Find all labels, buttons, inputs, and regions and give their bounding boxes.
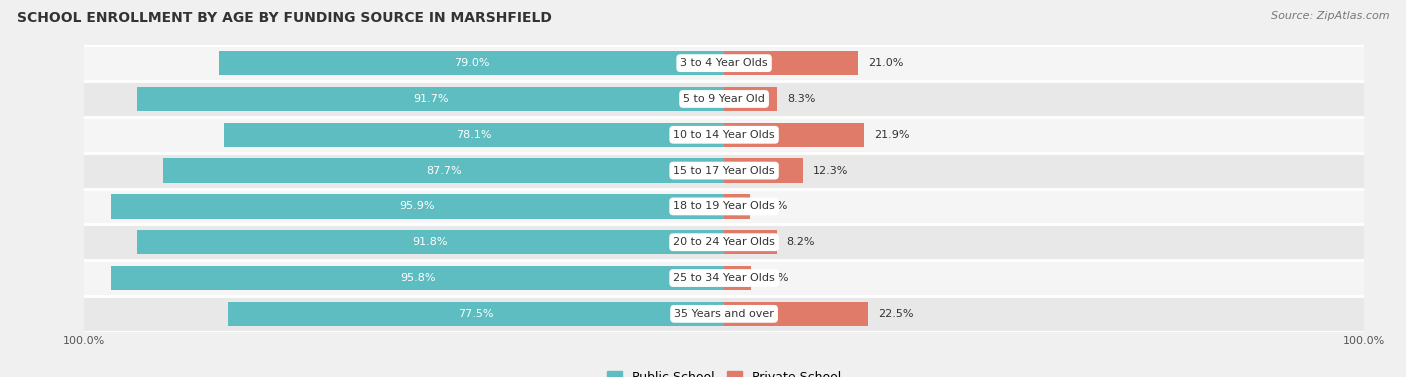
Text: 12.3%: 12.3%: [813, 166, 848, 176]
Text: SCHOOL ENROLLMENT BY AGE BY FUNDING SOURCE IN MARSHFIELD: SCHOOL ENROLLMENT BY AGE BY FUNDING SOUR…: [17, 11, 551, 25]
Text: 8.2%: 8.2%: [786, 237, 814, 247]
Bar: [228, 302, 724, 326]
Text: 78.1%: 78.1%: [457, 130, 492, 140]
Bar: [84, 45, 1364, 81]
Bar: [84, 81, 1364, 117]
Bar: [84, 224, 1364, 260]
Bar: [724, 266, 751, 290]
Bar: [84, 153, 1364, 188]
Bar: [724, 194, 751, 219]
Bar: [225, 123, 724, 147]
Text: 87.7%: 87.7%: [426, 166, 461, 176]
Bar: [724, 302, 868, 326]
Text: 95.8%: 95.8%: [399, 273, 436, 283]
Text: 91.8%: 91.8%: [413, 237, 449, 247]
Bar: [163, 158, 724, 183]
Bar: [724, 87, 778, 111]
Text: 35 Years and over: 35 Years and over: [673, 309, 775, 319]
Text: Source: ZipAtlas.com: Source: ZipAtlas.com: [1271, 11, 1389, 21]
Text: 95.9%: 95.9%: [399, 201, 434, 211]
Text: 5 to 9 Year Old: 5 to 9 Year Old: [683, 94, 765, 104]
Text: 4.2%: 4.2%: [761, 273, 789, 283]
Text: 77.5%: 77.5%: [458, 309, 494, 319]
Text: 4.1%: 4.1%: [759, 201, 789, 211]
Text: 25 to 34 Year Olds: 25 to 34 Year Olds: [673, 273, 775, 283]
Text: 79.0%: 79.0%: [454, 58, 489, 68]
Text: 21.0%: 21.0%: [868, 58, 904, 68]
Bar: [84, 296, 1364, 332]
Bar: [724, 51, 859, 75]
Bar: [138, 87, 724, 111]
Text: 10 to 14 Year Olds: 10 to 14 Year Olds: [673, 130, 775, 140]
Text: 15 to 17 Year Olds: 15 to 17 Year Olds: [673, 166, 775, 176]
Bar: [136, 230, 724, 254]
Text: 18 to 19 Year Olds: 18 to 19 Year Olds: [673, 201, 775, 211]
Text: 21.9%: 21.9%: [873, 130, 910, 140]
Text: 20 to 24 Year Olds: 20 to 24 Year Olds: [673, 237, 775, 247]
Bar: [84, 260, 1364, 296]
Bar: [84, 117, 1364, 153]
Legend: Public School, Private School: Public School, Private School: [602, 366, 846, 377]
Bar: [219, 51, 724, 75]
Bar: [84, 188, 1364, 224]
Bar: [724, 230, 776, 254]
Text: 8.3%: 8.3%: [787, 94, 815, 104]
Text: 22.5%: 22.5%: [877, 309, 912, 319]
Text: 3 to 4 Year Olds: 3 to 4 Year Olds: [681, 58, 768, 68]
Bar: [111, 194, 724, 219]
Bar: [111, 266, 724, 290]
Bar: [724, 123, 865, 147]
Text: 91.7%: 91.7%: [413, 94, 449, 104]
Bar: [724, 158, 803, 183]
